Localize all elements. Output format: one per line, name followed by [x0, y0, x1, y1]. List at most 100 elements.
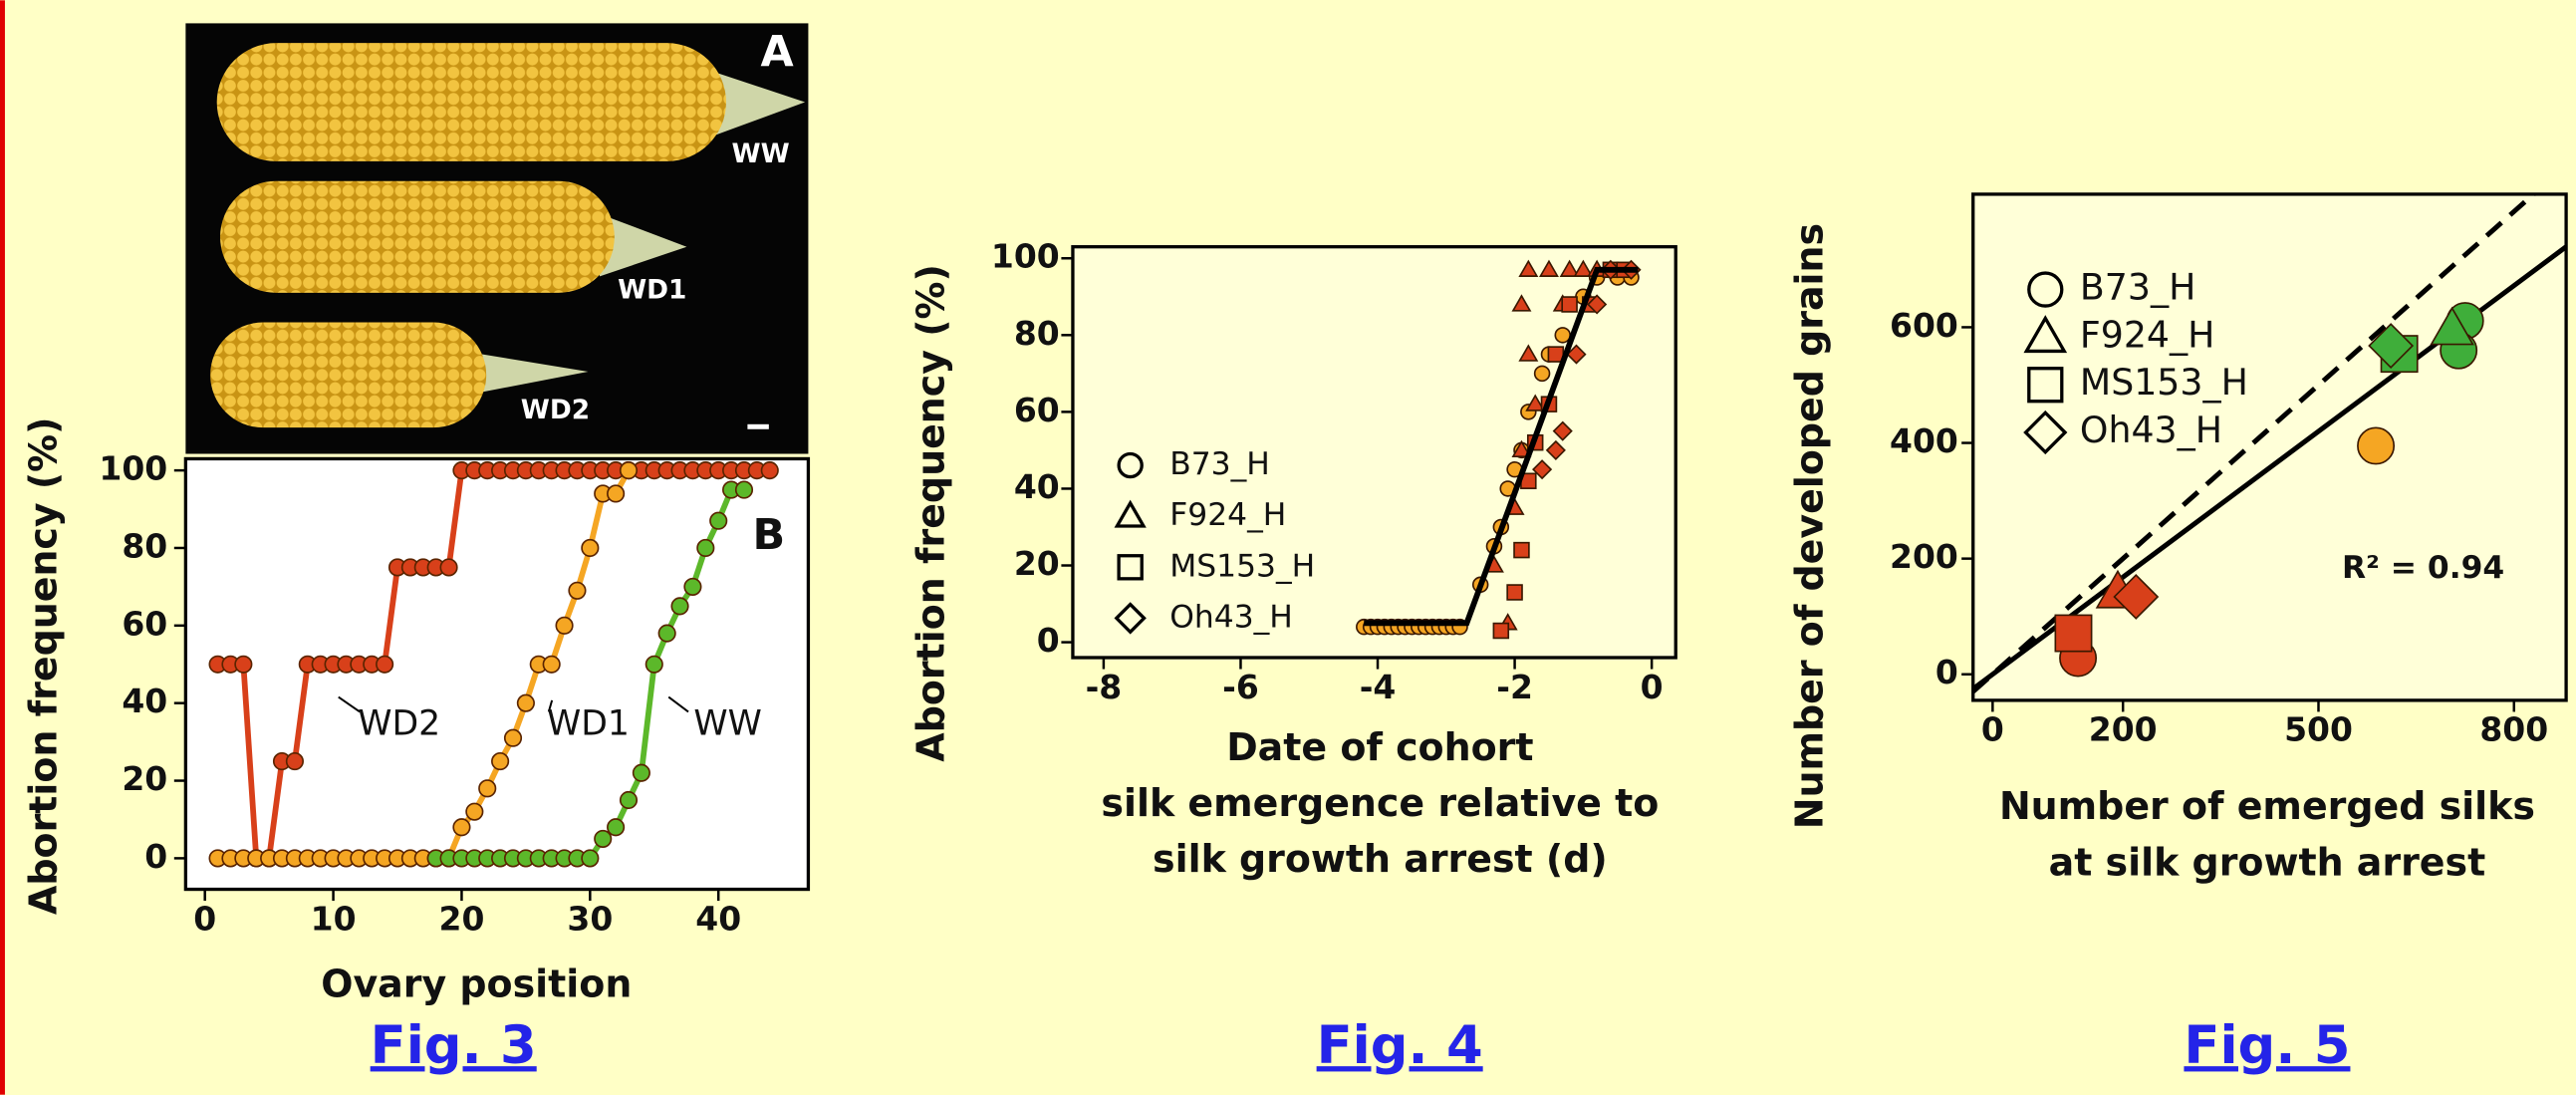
leader-line: [338, 695, 361, 713]
chart: 0 200 500 800 0 200 400 600 Number of emerged si…: [1788, 192, 2568, 884]
y-tick-label: 40: [122, 682, 167, 720]
x-tick-label: 800: [2479, 710, 2548, 749]
chart: -8 -6 -4 -2 0 0 20 40 60 80 100 Date of cohort silk …: [908, 237, 1677, 881]
scale-bar: [747, 423, 769, 429]
y-tick-label: 20: [1014, 544, 1060, 583]
plot-frame: [1071, 245, 1677, 660]
x-axis-label: silk growth arrest (d): [1153, 837, 1608, 881]
legend-marker: [2023, 410, 2068, 455]
x-tick-label: 0: [1981, 710, 2004, 749]
ear-tip: [706, 69, 806, 138]
marker: [1533, 365, 1551, 383]
x-axis-label: Ovary position: [321, 961, 632, 1005]
legend-label: Oh43_H: [2080, 409, 2222, 451]
marker: [1559, 259, 1580, 277]
y-tick-label: 600: [1890, 306, 1958, 345]
y-tick-label: 80: [1014, 314, 1060, 353]
marker: [1573, 259, 1594, 277]
y-tick-label: 100: [991, 237, 1060, 276]
x-tick-label: 0: [193, 899, 216, 938]
legend-marker: [1117, 554, 1144, 581]
y-tick-label: 0: [1037, 621, 1060, 660]
marker: [657, 624, 676, 643]
marker: [619, 790, 639, 810]
x-tick-label: 0: [1641, 668, 1664, 706]
marker: [644, 655, 663, 674]
leader-line: [667, 695, 689, 713]
y-tick-label: 80: [122, 526, 167, 565]
legend-label: MS153_H: [2080, 361, 2248, 404]
ear-tip: [468, 352, 589, 396]
figure-caption[interactable]: Fig. 5: [2184, 1015, 2350, 1076]
marker: [1545, 439, 1566, 460]
legend-label: F924_H: [1169, 497, 1286, 533]
marker: [1518, 344, 1539, 362]
x-tick-label: 30: [567, 899, 613, 938]
marker: [1561, 296, 1578, 313]
ear-tip: [599, 213, 687, 277]
marker: [478, 779, 497, 798]
marker: [619, 461, 639, 480]
y-tick-label: 200: [1890, 537, 1958, 576]
marker: [581, 849, 600, 868]
marker: [1511, 439, 1532, 458]
x-tick-label: -4: [1360, 668, 1397, 706]
marker: [2368, 323, 2415, 369]
ear: [210, 322, 487, 428]
marker: [1511, 294, 1532, 312]
series-label: WW: [693, 704, 761, 744]
marker: [696, 538, 715, 558]
y-tick-label: 20: [122, 759, 167, 798]
legend-label: F924_H: [2080, 313, 2214, 356]
marker: [1587, 294, 1608, 315]
marker: [734, 480, 754, 499]
legend-label: MS153_H: [1169, 548, 1315, 584]
marker: [1539, 259, 1559, 277]
legend-label: B73_H: [1169, 446, 1270, 482]
reference-line: [1972, 193, 2538, 694]
y-axis-label: Abortion frequency (%): [908, 264, 952, 761]
x-axis-label: silk emergence relative to: [1101, 781, 1659, 825]
photo-label: WD2: [521, 396, 590, 425]
marker: [516, 693, 535, 712]
marker: [439, 558, 458, 577]
plot-area: [1072, 246, 1676, 658]
marker: [1518, 259, 1539, 277]
x-tick-label: -6: [1222, 668, 1259, 706]
marker: [376, 655, 394, 674]
marker: [1566, 344, 1587, 365]
marker: [670, 597, 689, 616]
marker: [555, 616, 574, 635]
legend-marker: [2023, 315, 2068, 354]
marker: [503, 728, 523, 747]
x-tick-label: 500: [2284, 710, 2353, 749]
panel-label: B: [752, 510, 785, 560]
marker: [285, 752, 304, 771]
figure-caption[interactable]: Fig. 3: [371, 1015, 537, 1076]
legend-label: B73_H: [2080, 266, 2195, 309]
marker: [607, 818, 626, 837]
y-tick-label: 100: [99, 449, 167, 488]
x-tick-label: 40: [695, 899, 741, 938]
left-border: [0, 0, 5, 1095]
panel-label: A: [760, 27, 793, 77]
fit-line: [1364, 266, 1639, 627]
annotation: R² = 0.94: [2342, 550, 2504, 586]
marker: [2430, 306, 2474, 346]
marker: [1552, 420, 1573, 441]
leader-line: [547, 699, 554, 712]
plot-frame: [1971, 192, 2568, 702]
marker: [1506, 584, 1523, 601]
x-tick-label: 200: [2089, 710, 2158, 749]
marker: [452, 818, 471, 837]
marker: [568, 581, 587, 600]
marker: [1525, 394, 1546, 411]
y-tick-label: 40: [1014, 467, 1060, 506]
photo-label: WD1: [618, 276, 686, 306]
figure-caption[interactable]: Fig. 4: [1317, 1015, 1483, 1076]
chart: 0 10 20 30 40 0 20 40 60 80 100 Ovary position Abort…: [22, 417, 811, 1005]
y-axis-label: Number of developed grains: [1788, 223, 1832, 829]
marker: [709, 511, 728, 530]
marker: [1513, 541, 1530, 559]
